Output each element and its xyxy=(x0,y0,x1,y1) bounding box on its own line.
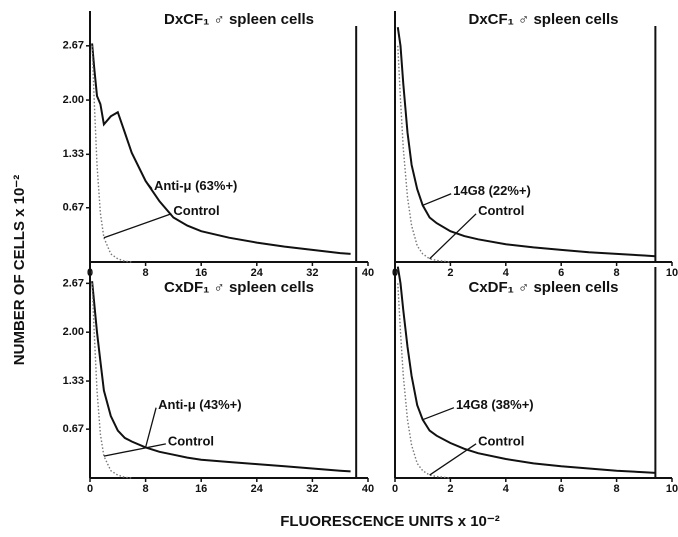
histogram-line xyxy=(91,281,351,473)
x-tick-label: 32 xyxy=(306,483,318,495)
series-label: Control xyxy=(173,203,219,218)
series-label: 14G8 (22%+) xyxy=(453,183,531,198)
series-label: Anti-μ (63%+) xyxy=(154,178,237,193)
y-tick-label: 2.00 xyxy=(63,94,84,106)
y-tick-label: 2.67 xyxy=(63,277,84,289)
x-tick-label: 16 xyxy=(195,267,207,279)
x-tick-label: 16 xyxy=(195,483,207,495)
series-label: Control xyxy=(478,433,524,448)
leader-line xyxy=(103,213,172,239)
leader-line xyxy=(144,407,157,448)
x-tick-label: 8 xyxy=(143,267,149,279)
leader-line xyxy=(422,193,452,206)
x-tick-label: 0 xyxy=(392,483,398,495)
y-tick-label: 0.67 xyxy=(63,202,84,214)
panel-title: DxCF₁ ♂ spleen cells xyxy=(164,11,314,28)
y-tick-label: 0.67 xyxy=(63,423,84,435)
leader-line xyxy=(145,180,153,190)
x-tick-label: 0 xyxy=(87,483,93,495)
x-tick-label: 4 xyxy=(503,267,510,279)
leader-line xyxy=(103,443,166,457)
x-tick-label: 40 xyxy=(362,267,374,279)
leader-line xyxy=(422,407,455,421)
histogram-line xyxy=(397,283,451,479)
leader-line xyxy=(429,213,477,260)
x-tick-label: 24 xyxy=(251,483,264,495)
histogram-line xyxy=(396,266,656,474)
x-tick-label: 8 xyxy=(143,483,149,495)
x-tick-label: 10 xyxy=(666,483,678,495)
x-tick-label: 6 xyxy=(558,267,564,279)
x-tick-label: 2 xyxy=(447,483,453,495)
x-tick-label: 6 xyxy=(558,483,564,495)
x-tick-label: 8 xyxy=(614,267,620,279)
series-label: Anti-μ (43%+) xyxy=(158,397,241,412)
y-tick-label: 1.33 xyxy=(63,148,84,160)
series-label: Control xyxy=(168,433,214,448)
y-tick-label: 1.33 xyxy=(63,375,84,387)
leader-line xyxy=(429,443,477,476)
histogram-line xyxy=(396,27,656,258)
x-axis-label: FLUORESCENCE UNITS x 10⁻² xyxy=(280,513,500,530)
panel-title: CxDF₁ ♂ spleen cells xyxy=(468,279,618,296)
x-tick-label: 8 xyxy=(614,483,620,495)
x-tick-label: 40 xyxy=(362,483,374,495)
y-tick-label: 2.00 xyxy=(63,326,84,338)
x-tick-label: 4 xyxy=(503,483,510,495)
x-tick-label: 10 xyxy=(666,267,678,279)
y-axis-label: NUMBER OF CELLS x 10⁻² xyxy=(11,175,28,365)
series-label: Control xyxy=(478,203,524,218)
panel-title: DxCF₁ ♂ spleen cells xyxy=(468,11,618,28)
series-label: 14G8 (38%+) xyxy=(456,397,534,412)
x-tick-label: 24 xyxy=(251,267,264,279)
histogram-line xyxy=(91,43,351,255)
x-tick-label: 2 xyxy=(447,267,453,279)
x-tick-label: 32 xyxy=(306,267,318,279)
y-tick-label: 2.67 xyxy=(63,40,84,52)
panel-title: CxDF₁ ♂ spleen cells xyxy=(164,279,314,296)
